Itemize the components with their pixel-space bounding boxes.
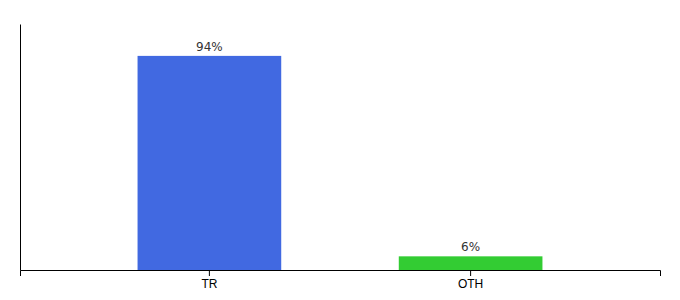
- x-axis-line: [21, 271, 661, 277]
- bar: [138, 56, 282, 270]
- x-tick: TR: [201, 270, 217, 291]
- x-tick-label: OTH: [458, 277, 483, 291]
- bars: [138, 56, 543, 270]
- y-axis: [20, 25, 21, 271]
- x-tick-mark: [470, 270, 471, 276]
- x-tick-mark: [209, 270, 210, 276]
- bar: [399, 256, 543, 270]
- x-tick-label: TR: [201, 277, 217, 291]
- data-label: 6%: [461, 240, 480, 254]
- plot: 94% 6% TR OTH: [21, 25, 661, 291]
- data-label: 94%: [196, 40, 223, 54]
- chart: 94% 6% TR OTH: [0, 0, 680, 300]
- data-labels: 94% 6%: [196, 40, 480, 254]
- x-tick: OTH: [458, 270, 483, 291]
- y-axis-line: [20, 25, 21, 271]
- x-axis: TR OTH: [21, 270, 661, 291]
